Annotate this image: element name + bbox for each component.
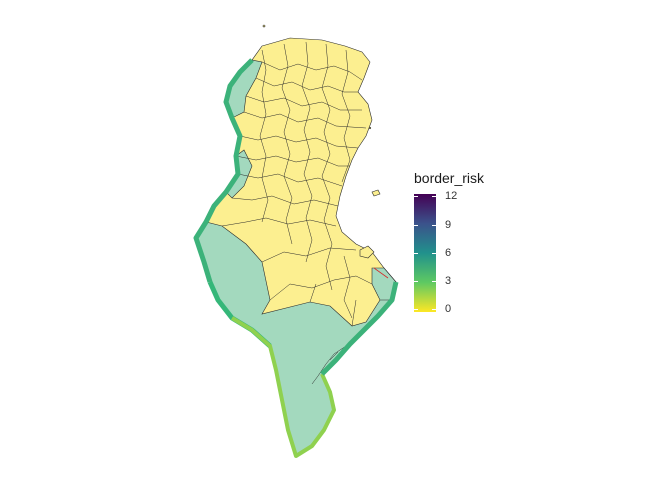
border-line-north [193, 58, 254, 283]
legend-tick-12: 12 [445, 190, 458, 202]
delegation-boundaries [221, 41, 373, 385]
legend-tick-0: 0 [445, 303, 452, 315]
border-line-coast-red [373, 267, 389, 279]
border-line-east [320, 281, 399, 376]
legend-title: border_risk [414, 170, 485, 186]
border-line-south [230, 316, 336, 458]
islands [262, 24, 381, 259]
legend-tick-6: 6 [445, 247, 452, 259]
legend-colorbar [414, 194, 436, 312]
legend-tick-9: 9 [445, 219, 452, 231]
legend-tick-3: 3 [445, 275, 452, 287]
